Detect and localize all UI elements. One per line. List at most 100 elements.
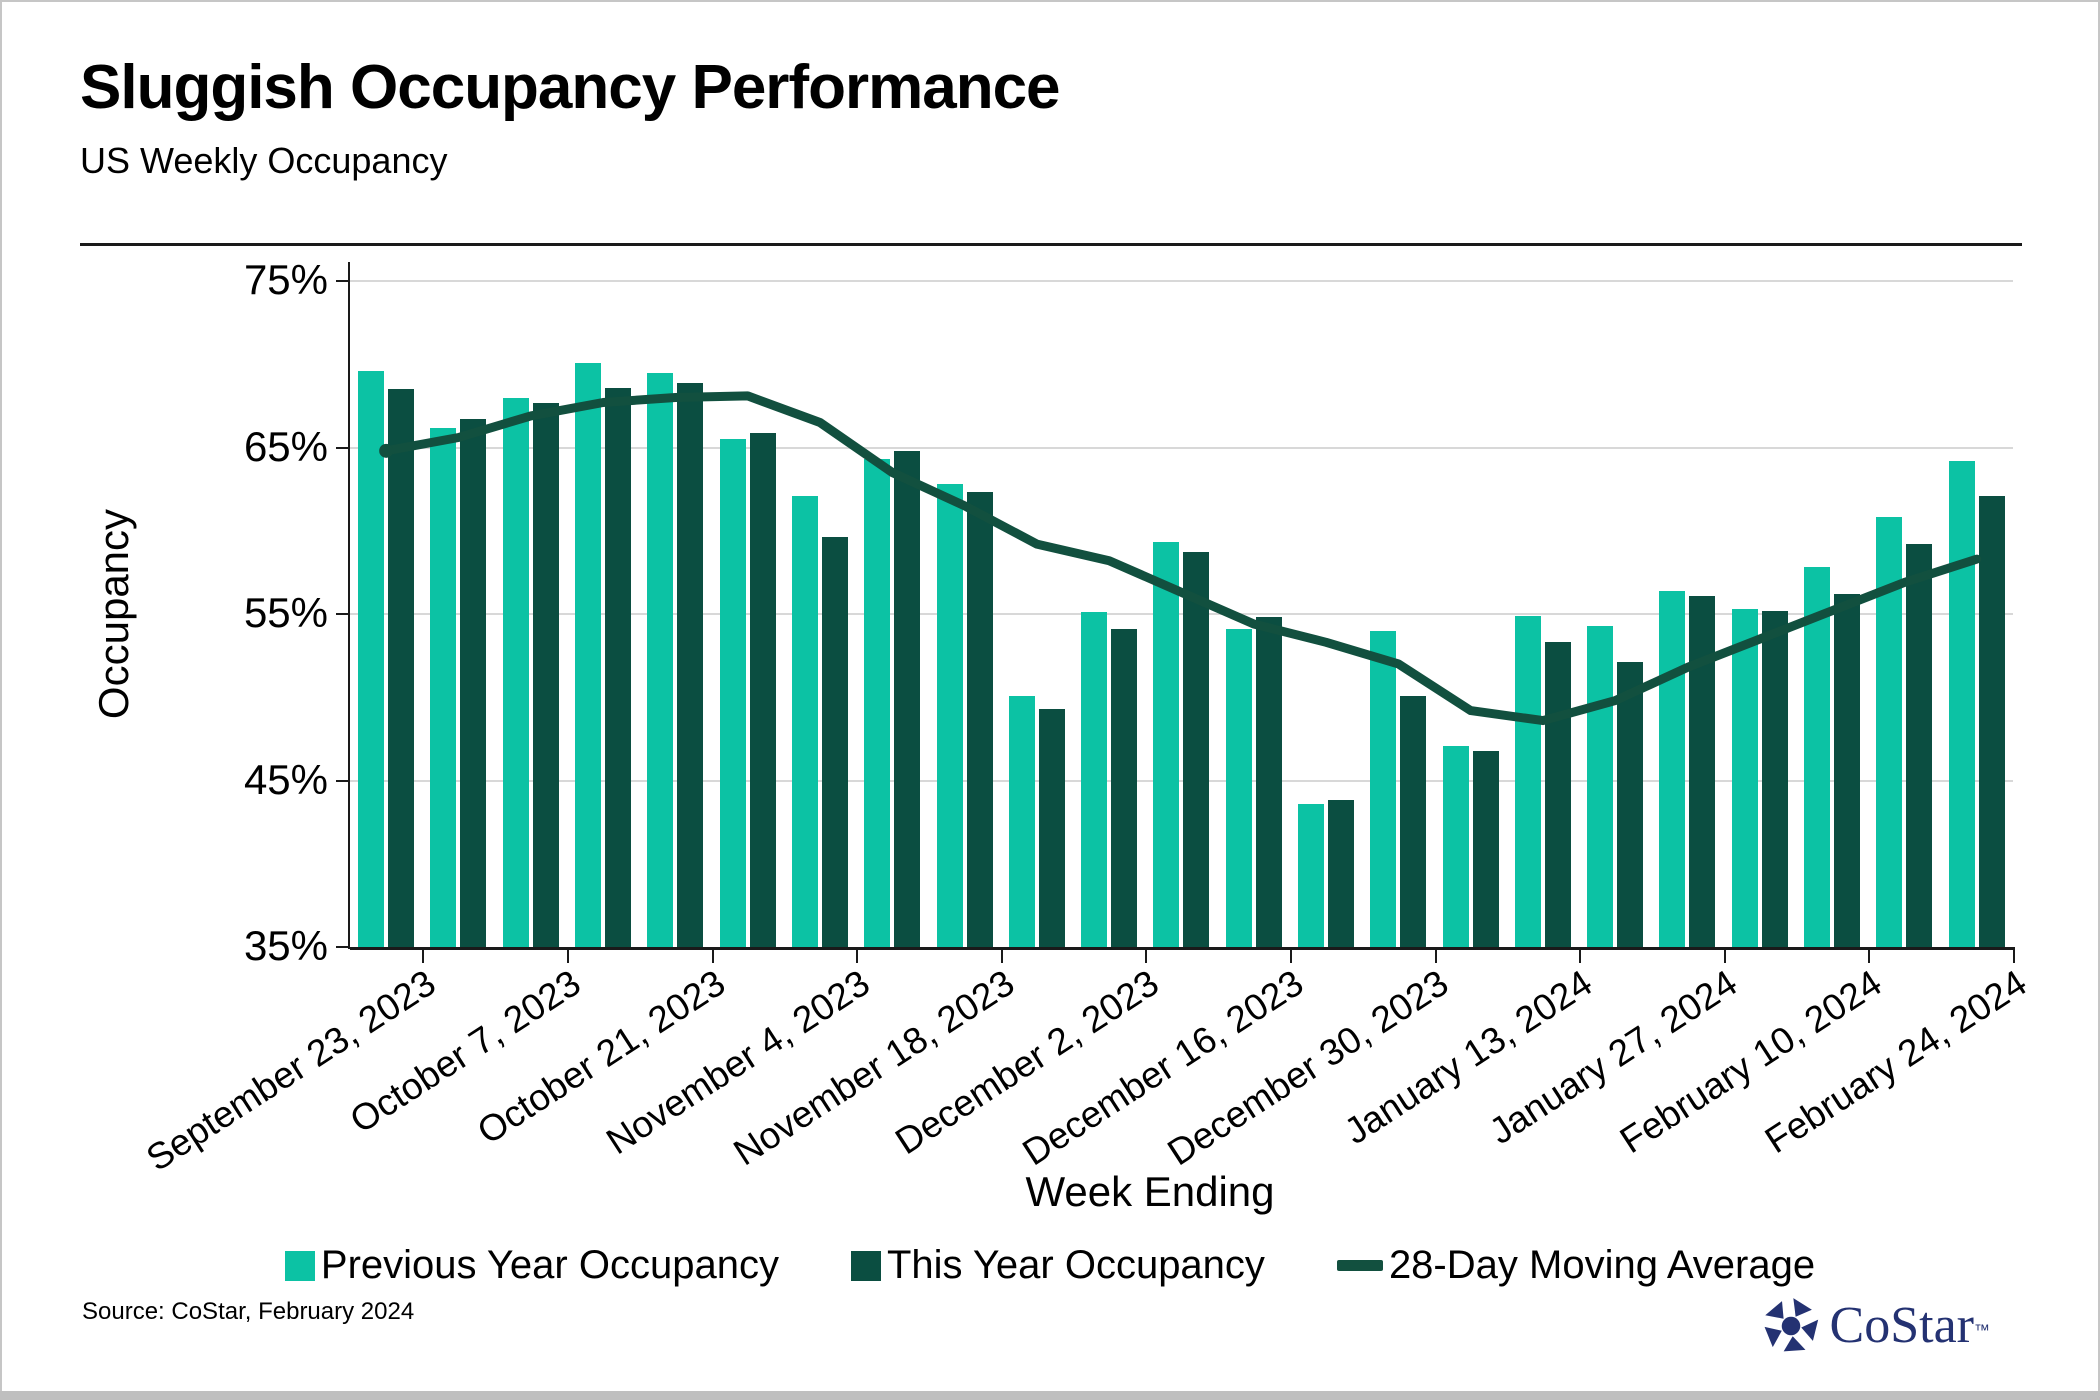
gridline-45: [350, 779, 2013, 782]
gridline-55: [350, 613, 2013, 615]
x-tick-February 24, 2024: [2013, 950, 2015, 963]
x-tick-January 13, 2024: [1579, 950, 1582, 963]
bar-this-year-week-2: [460, 419, 487, 947]
costar-logo-icon: [1764, 1297, 1818, 1351]
page-subtitle: US Weekly Occupancy: [80, 140, 448, 181]
legend-label-previous-year: Previous Year Occupancy: [320, 1243, 779, 1287]
y-axis-label-35: 35%: [243, 922, 328, 969]
x-axis-label-February 24, 2024: February 24, 2024: [1757, 962, 2034, 1162]
x-tick-November 18, 2023: [1000, 950, 1003, 963]
bar-this-year-week-21: [1834, 594, 1861, 947]
bar-this-year-week-9: [966, 492, 993, 947]
bar-previous-year-week-8: [864, 459, 891, 947]
gridline-75: [350, 280, 2013, 282]
y-tick-45: [336, 779, 350, 782]
y-axis-label-75: 75%: [243, 256, 328, 303]
bottom-border: [0, 1391, 2100, 1400]
bar-group-February 3, 2024: [1724, 281, 1796, 947]
legend-label-moving-average: 28-Day Moving Average: [1388, 1243, 1816, 1287]
bar-this-year-week-6: [749, 432, 776, 947]
page-title: Sluggish Occupancy Performance: [80, 53, 1061, 122]
bar-previous-year-week-3: [502, 397, 529, 947]
x-axis-line: [350, 947, 2015, 950]
bar-previous-year-week-11: [1081, 612, 1108, 947]
bar-group-February 24, 2024: [1941, 281, 2013, 947]
bar-this-year-week-12: [1183, 552, 1210, 947]
bar-group-February 10, 2024: [1796, 281, 1868, 947]
bar-group-January 20, 2024: [1579, 281, 1651, 947]
bar-group-January 6, 2024: [1434, 281, 1506, 947]
bar-previous-year-week-13: [1225, 629, 1252, 947]
bar-series: [350, 281, 2013, 947]
legend-label-this-year: This Year Occupancy: [886, 1243, 1265, 1287]
bar-group-December 9, 2023: [1145, 281, 1217, 947]
bar-this-year-week-15: [1400, 695, 1427, 947]
x-tick-January 27, 2024: [1723, 950, 1726, 963]
bar-this-year-week-5: [677, 382, 704, 947]
moving-average-swatch: [1336, 1260, 1383, 1271]
y-axis-line: [348, 262, 350, 949]
bar-group-November 25, 2023: [1001, 281, 1073, 947]
bar-group-December 30, 2023: [1362, 281, 1434, 947]
bar-previous-year-week-20: [1731, 609, 1758, 947]
title-divider: [80, 243, 2022, 246]
x-tick-December 30, 2023: [1434, 950, 1437, 963]
x-axis-label-January 27, 2024: January 27, 2024: [1481, 962, 1745, 1153]
bar-previous-year-week-18: [1587, 625, 1614, 947]
x-tick-February 10, 2024: [1868, 950, 1871, 963]
legend: Previous Year Occupancy This Year Occupa…: [0, 1243, 2100, 1288]
y-axis-title: Occupancy: [90, 508, 137, 720]
moving-average-line: [379, 391, 1982, 726]
bar-group-September 30, 2023: [422, 281, 494, 947]
bar-previous-year-week-19: [1659, 590, 1686, 947]
moving-average-start-dot: [379, 443, 394, 458]
bar-this-year-week-13: [1255, 617, 1282, 947]
bar-previous-year-week-12: [1153, 542, 1180, 947]
y-axis-label-65: 65%: [243, 422, 328, 470]
legend-item-moving-average: 28-Day Moving Average: [1336, 1243, 1816, 1288]
bar-group-October 14, 2023: [567, 281, 639, 947]
bar-group-September 23, 2023: [350, 281, 422, 947]
bar-group-January 13, 2024: [1507, 281, 1579, 947]
bar-this-year-week-3: [532, 402, 559, 947]
x-tick-December 2, 2023: [1145, 950, 1148, 963]
bar-previous-year-week-2: [430, 427, 457, 947]
bar-previous-year-week-23: [1948, 460, 1975, 947]
bar-group-December 2, 2023: [1073, 281, 1145, 947]
bar-previous-year-week-10: [1008, 695, 1035, 947]
bar-this-year-week-8: [894, 450, 921, 947]
bar-previous-year-week-4: [575, 362, 602, 947]
x-tick-October 21, 2023: [711, 950, 714, 963]
bar-this-year-week-18: [1617, 662, 1644, 947]
bar-this-year-week-22: [1906, 544, 1933, 947]
gridline-65: [350, 446, 2013, 449]
bar-this-year-week-17: [1544, 642, 1571, 947]
bar-previous-year-week-7: [791, 495, 818, 947]
x-tick-December 16, 2023: [1289, 950, 1292, 963]
y-tick-75: [336, 280, 350, 282]
bar-previous-year-week-9: [936, 484, 963, 947]
costar-logo: CoStar™: [1762, 1296, 1990, 1355]
bar-this-year-week-4: [605, 387, 632, 947]
bar-group-November 18, 2023: [928, 281, 1000, 947]
bar-group-November 11, 2023: [856, 281, 928, 947]
x-tick-September 23, 2023: [422, 950, 425, 963]
y-axis-label-45: 45%: [243, 755, 328, 803]
bar-group-December 16, 2023: [1218, 281, 1290, 947]
bar-this-year-week-23: [1978, 495, 2005, 947]
this-year-swatch: [850, 1250, 881, 1281]
bar-this-year-week-10: [1038, 708, 1065, 947]
bar-previous-year-week-16: [1442, 745, 1469, 947]
bar-this-year-week-1: [388, 389, 415, 947]
bar-this-year-week-14: [1328, 800, 1354, 947]
bar-this-year-week-11: [1111, 629, 1138, 947]
legend-item-this-year: This Year Occupancy: [850, 1243, 1265, 1288]
bar-group-November 4, 2023: [784, 281, 856, 947]
previous-year-swatch: [284, 1250, 315, 1281]
bar-previous-year-week-5: [647, 372, 674, 947]
plot-area: [350, 280, 2013, 947]
bar-this-year-week-7: [821, 537, 848, 947]
bar-previous-year-week-15: [1370, 630, 1397, 947]
bar-group-October 21, 2023: [639, 281, 711, 947]
